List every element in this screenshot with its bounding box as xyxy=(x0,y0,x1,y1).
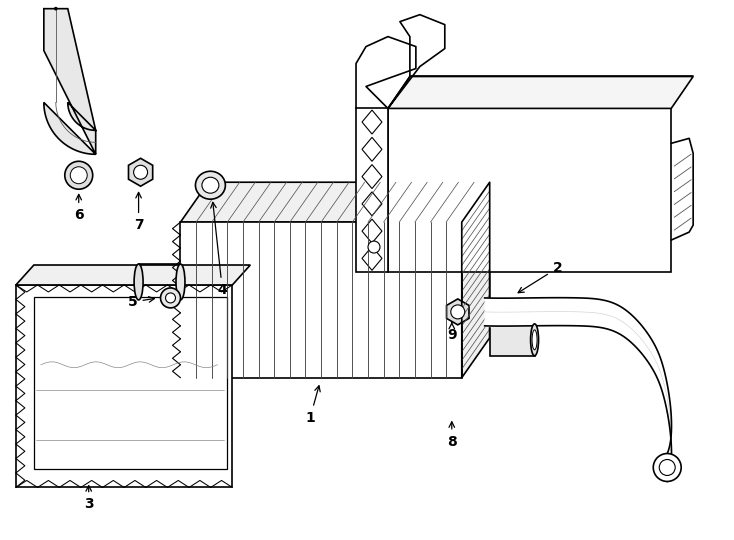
Circle shape xyxy=(368,241,380,253)
Text: 6: 6 xyxy=(74,194,84,222)
Text: 3: 3 xyxy=(84,485,93,511)
Polygon shape xyxy=(362,110,382,134)
Circle shape xyxy=(134,165,148,179)
Text: 4: 4 xyxy=(211,202,228,297)
Circle shape xyxy=(55,8,57,10)
Polygon shape xyxy=(181,182,490,222)
Ellipse shape xyxy=(65,161,92,189)
Polygon shape xyxy=(362,165,382,188)
Ellipse shape xyxy=(202,177,219,193)
Circle shape xyxy=(659,460,675,476)
Text: 7: 7 xyxy=(134,192,143,232)
Ellipse shape xyxy=(532,330,537,350)
Text: 5: 5 xyxy=(128,295,154,309)
Text: 8: 8 xyxy=(447,422,457,449)
Text: 1: 1 xyxy=(305,386,320,424)
Ellipse shape xyxy=(531,324,539,356)
Polygon shape xyxy=(462,182,490,377)
Ellipse shape xyxy=(134,264,143,300)
Polygon shape xyxy=(44,9,95,154)
Text: 9: 9 xyxy=(447,322,457,342)
Polygon shape xyxy=(388,109,671,272)
Polygon shape xyxy=(16,285,233,488)
Ellipse shape xyxy=(166,293,175,303)
Ellipse shape xyxy=(176,264,185,300)
Polygon shape xyxy=(128,158,153,186)
Polygon shape xyxy=(139,264,181,300)
Polygon shape xyxy=(16,265,250,285)
Ellipse shape xyxy=(70,167,87,184)
Polygon shape xyxy=(490,324,534,356)
Polygon shape xyxy=(388,77,693,109)
Polygon shape xyxy=(362,219,382,243)
Polygon shape xyxy=(362,137,382,161)
Polygon shape xyxy=(181,222,462,377)
Ellipse shape xyxy=(195,171,225,199)
Polygon shape xyxy=(446,299,469,325)
Text: 2: 2 xyxy=(518,261,562,293)
Polygon shape xyxy=(362,192,382,216)
Polygon shape xyxy=(34,297,228,469)
Polygon shape xyxy=(356,109,388,272)
Polygon shape xyxy=(362,246,382,271)
Circle shape xyxy=(653,454,681,482)
Circle shape xyxy=(451,305,465,319)
Ellipse shape xyxy=(161,288,181,308)
